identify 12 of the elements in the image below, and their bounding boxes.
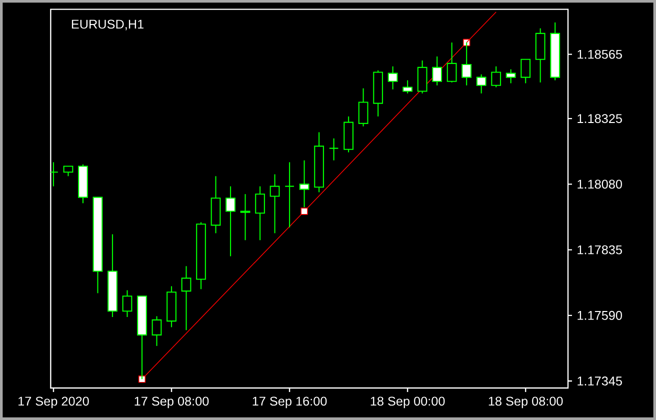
y-tick-label: 1.18565 xyxy=(578,50,622,59)
y-tick-label: 1.17835 xyxy=(578,245,622,254)
text: EURUSD,H1 xyxy=(72,20,144,30)
x-tick-label: 17 Sep 2020 xyxy=(18,396,89,408)
x-tick-label: 18 Sep 08:00 xyxy=(488,396,563,408)
x-tick-label: 17 Sep 08:00 xyxy=(134,396,209,408)
y-tick-label: 1.17345 xyxy=(578,376,622,386)
x-tick-label: 17 Sep 16:00 xyxy=(252,396,327,408)
y-tick-label: 1.18080 xyxy=(578,180,622,189)
y-tick-label: 1.17590 xyxy=(578,310,622,320)
x-tick-label: 18 Sep 00:00 xyxy=(370,396,445,408)
y-tick-label: 1.18325 xyxy=(578,114,622,124)
